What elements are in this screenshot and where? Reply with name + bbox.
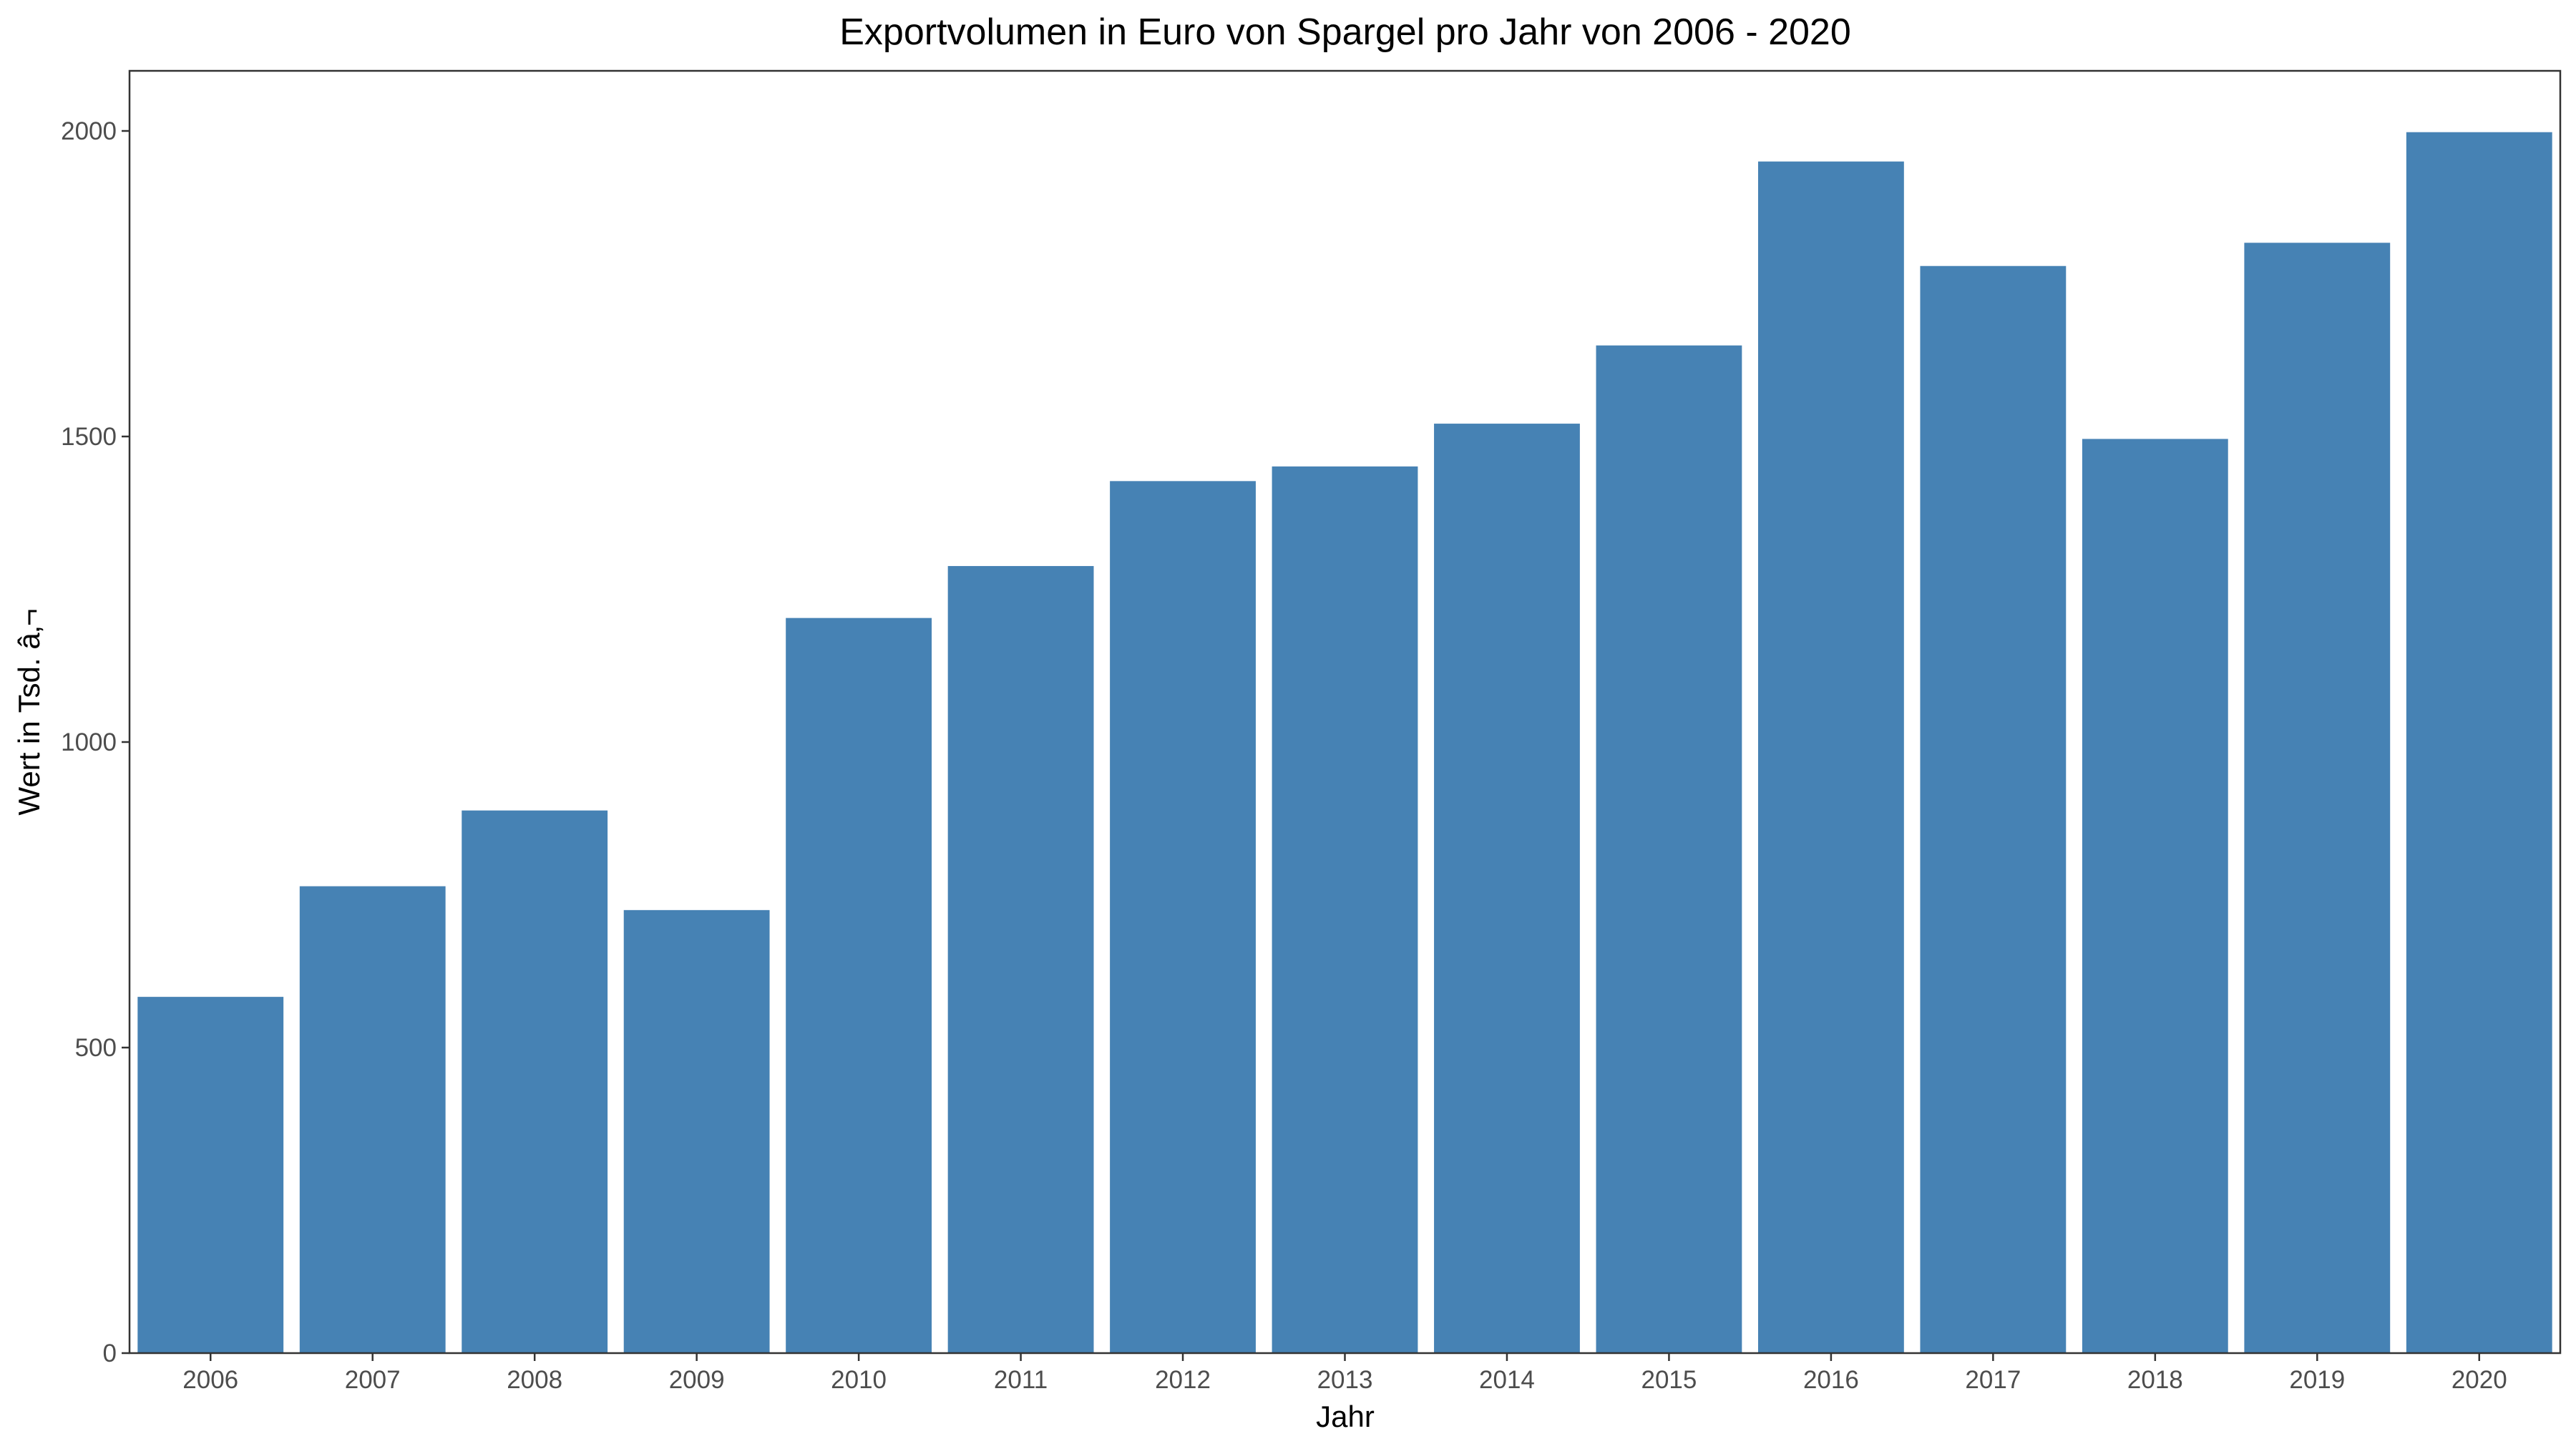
- bar-2018: [2082, 439, 2228, 1354]
- bar-2011: [947, 566, 1094, 1353]
- y-tick-label-2000: 2000: [61, 117, 117, 145]
- y-tick-label-0: 0: [103, 1340, 117, 1367]
- bar-2009: [623, 909, 770, 1353]
- bar-2017: [1920, 265, 2067, 1354]
- bar-2013: [1272, 466, 1418, 1353]
- x-tick-label-2006: 2006: [182, 1366, 238, 1394]
- y-axis-title: Wert in Tsd. â‚¬: [12, 608, 46, 815]
- x-tick-label-2015: 2015: [1641, 1366, 1697, 1394]
- x-tick-label-2011: 2011: [994, 1366, 1048, 1394]
- bar-2015: [1596, 345, 1742, 1353]
- bar-2019: [2244, 243, 2391, 1353]
- x-tick-label-2009: 2009: [669, 1366, 725, 1394]
- x-tick-label-2007: 2007: [345, 1366, 401, 1394]
- bar-2012: [1110, 481, 1256, 1353]
- x-tick-label-2019: 2019: [2289, 1366, 2345, 1394]
- bar-2014: [1434, 424, 1580, 1353]
- y-tick-label-1000: 1000: [61, 728, 117, 756]
- bar-2020: [2406, 132, 2552, 1354]
- x-tick-label-2020: 2020: [2451, 1366, 2507, 1394]
- x-tick-label-2013: 2013: [1317, 1366, 1373, 1394]
- x-tick-label-2017: 2017: [1965, 1366, 2021, 1394]
- x-tick-label-2018: 2018: [2127, 1366, 2183, 1394]
- x-tick-label-2016: 2016: [1803, 1366, 1859, 1394]
- bar-2006: [137, 997, 284, 1353]
- y-tick-label-500: 500: [75, 1034, 117, 1062]
- x-axis-title: Jahr: [1316, 1400, 1375, 1433]
- chart-title: Exportvolumen in Euro von Spargel pro Ja…: [839, 11, 1851, 53]
- bars-layer: [137, 132, 2552, 1354]
- x-axis: 2006 2007 2008 2009 2010 2011 2012 2013 2014 2015…: [182, 1353, 2507, 1394]
- y-axis: 0 500 1000 1500 2000: [61, 117, 130, 1367]
- x-tick-label-2010: 2010: [831, 1366, 887, 1394]
- x-tick-label-2008: 2008: [507, 1366, 562, 1394]
- y-tick-label-1500: 1500: [61, 423, 117, 451]
- bar-2007: [299, 886, 446, 1353]
- bar-2010: [786, 618, 932, 1353]
- x-tick-label-2012: 2012: [1155, 1366, 1211, 1394]
- bar-2016: [1757, 161, 1904, 1354]
- x-tick-label-2014: 2014: [1479, 1366, 1535, 1394]
- bar-2008: [462, 810, 608, 1353]
